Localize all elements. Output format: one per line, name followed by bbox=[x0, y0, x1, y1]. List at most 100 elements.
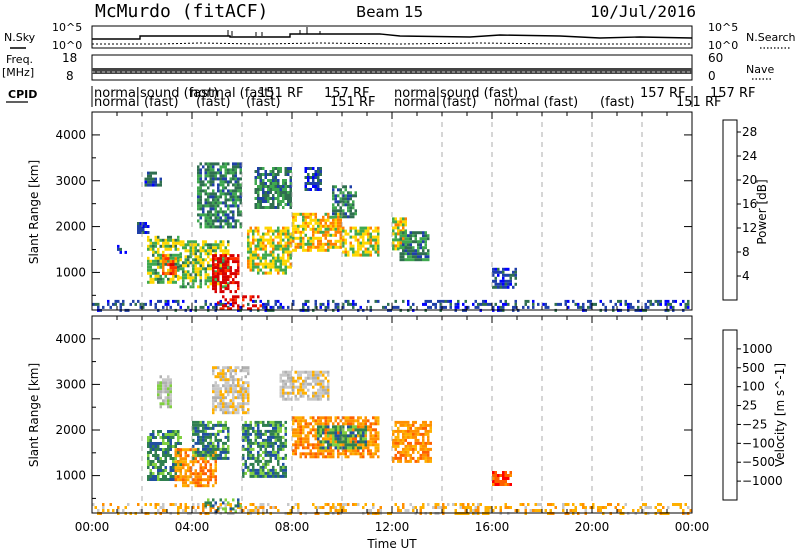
heatmap-cell bbox=[279, 429, 282, 433]
heatmap-cell bbox=[232, 281, 235, 285]
heatmap-cell bbox=[532, 509, 535, 512]
heatmap-cell bbox=[182, 246, 185, 250]
heatmap-cell bbox=[257, 176, 260, 179]
heatmap-cell bbox=[269, 262, 272, 266]
heatmap-cell bbox=[317, 370, 320, 374]
heatmap-cell bbox=[499, 305, 502, 309]
heatmap-cell bbox=[214, 270, 217, 274]
heatmap-cell bbox=[202, 207, 205, 211]
heatmap-cell bbox=[147, 183, 150, 187]
heatmap-cell bbox=[214, 204, 217, 208]
heatmap-cell bbox=[289, 188, 292, 191]
heatmap-cell bbox=[292, 221, 295, 225]
heatmap-cell bbox=[214, 435, 217, 439]
heatmap-cell bbox=[162, 238, 165, 242]
heatmap-cell bbox=[174, 257, 177, 261]
heatmap-cell bbox=[189, 279, 192, 283]
heatmap-cell bbox=[402, 226, 405, 230]
heatmap-cell bbox=[287, 379, 290, 383]
heatmap-cell bbox=[494, 267, 497, 271]
heatmap-cell bbox=[162, 442, 165, 445]
heatmap-cell bbox=[154, 506, 157, 509]
heatmap-cell bbox=[204, 252, 207, 256]
heatmap-cell bbox=[267, 241, 270, 245]
heatmap-cell bbox=[354, 226, 357, 230]
heatmap-cell bbox=[102, 503, 105, 506]
heatmap-cell bbox=[327, 233, 330, 237]
heatmap-cell bbox=[144, 177, 147, 181]
heatmap-cell bbox=[207, 450, 210, 454]
heatmap-cell bbox=[267, 423, 270, 427]
heatmap-cell bbox=[197, 450, 200, 454]
heatmap-cell bbox=[234, 260, 237, 264]
heatmap-cell bbox=[172, 241, 175, 245]
heatmap-cell bbox=[237, 366, 240, 370]
heatmap-cell bbox=[484, 302, 487, 306]
heatmap-cell bbox=[349, 434, 352, 438]
heatmap-cell bbox=[199, 267, 202, 271]
heatmap-cell bbox=[194, 481, 197, 485]
heatmap-cell bbox=[314, 173, 317, 176]
heatmap-cell bbox=[319, 443, 322, 447]
heatmap-cell bbox=[402, 447, 405, 451]
heatmap-cell bbox=[179, 264, 182, 268]
heatmap-cell bbox=[322, 218, 325, 222]
heatmap-cell bbox=[422, 453, 425, 457]
heatmap-cell bbox=[209, 219, 212, 223]
heatmap-cell bbox=[544, 305, 547, 309]
heatmap-cell bbox=[157, 393, 160, 397]
heatmap-cell bbox=[427, 237, 430, 241]
heatmap-cell bbox=[334, 437, 337, 441]
heatmap-cell bbox=[217, 282, 220, 286]
heatmap-cell bbox=[254, 429, 257, 433]
heatmap-cell bbox=[222, 174, 225, 178]
heatmap-cell bbox=[219, 281, 222, 285]
heatmap-cell bbox=[397, 426, 400, 430]
heatmap-cell bbox=[212, 192, 215, 196]
heatmap-cell bbox=[267, 173, 270, 176]
heatmap-cell bbox=[234, 369, 237, 373]
heatmap-cell bbox=[202, 438, 205, 442]
heatmap-cell bbox=[362, 244, 365, 248]
heatmap-cell bbox=[284, 268, 287, 272]
heatmap-cell bbox=[279, 379, 282, 383]
heatmap-cell bbox=[402, 217, 405, 221]
heatmap-cell bbox=[247, 435, 250, 439]
heatmap-cell bbox=[224, 375, 227, 379]
heatmap-cell bbox=[687, 299, 690, 303]
heatmap-cell bbox=[359, 235, 362, 239]
heatmap-cell bbox=[162, 381, 165, 385]
heatmap-cell bbox=[137, 503, 140, 506]
heatmap-cell bbox=[137, 299, 140, 303]
heatmap-cell bbox=[182, 475, 185, 479]
heatmap-cell bbox=[279, 435, 282, 439]
heatmap-cell bbox=[297, 419, 300, 423]
heatmap-cell bbox=[354, 434, 357, 438]
heatmap-cell bbox=[539, 503, 542, 506]
heatmap-cell bbox=[399, 509, 402, 512]
y-tick-label: 3000 bbox=[55, 377, 86, 391]
heatmap-cell bbox=[179, 436, 182, 439]
heatmap-cell bbox=[429, 441, 432, 445]
heatmap-cell bbox=[209, 302, 212, 306]
heatmap-cell bbox=[224, 180, 227, 184]
heatmap-cell bbox=[214, 305, 217, 309]
heatmap-cell bbox=[287, 391, 290, 395]
heatmap-cell bbox=[224, 278, 227, 282]
heatmap-cell bbox=[317, 185, 320, 188]
heatmap-cell bbox=[284, 182, 287, 185]
heatmap-cell bbox=[669, 302, 672, 306]
heatmap-cell bbox=[167, 478, 170, 481]
heatmap-cell bbox=[644, 302, 647, 306]
heatmap-cell bbox=[239, 305, 242, 309]
heatmap-cell bbox=[232, 254, 235, 258]
heatmap-cell bbox=[269, 471, 272, 475]
heatmap-cell bbox=[337, 188, 340, 192]
heatmap-cell bbox=[599, 509, 602, 512]
heatmap-cell bbox=[289, 191, 292, 194]
heatmap-cell bbox=[407, 234, 410, 238]
heatmap-cell bbox=[274, 441, 277, 445]
heatmap-cell bbox=[317, 443, 320, 447]
heatmap-cell bbox=[277, 474, 280, 478]
heatmap-cell bbox=[394, 503, 397, 506]
